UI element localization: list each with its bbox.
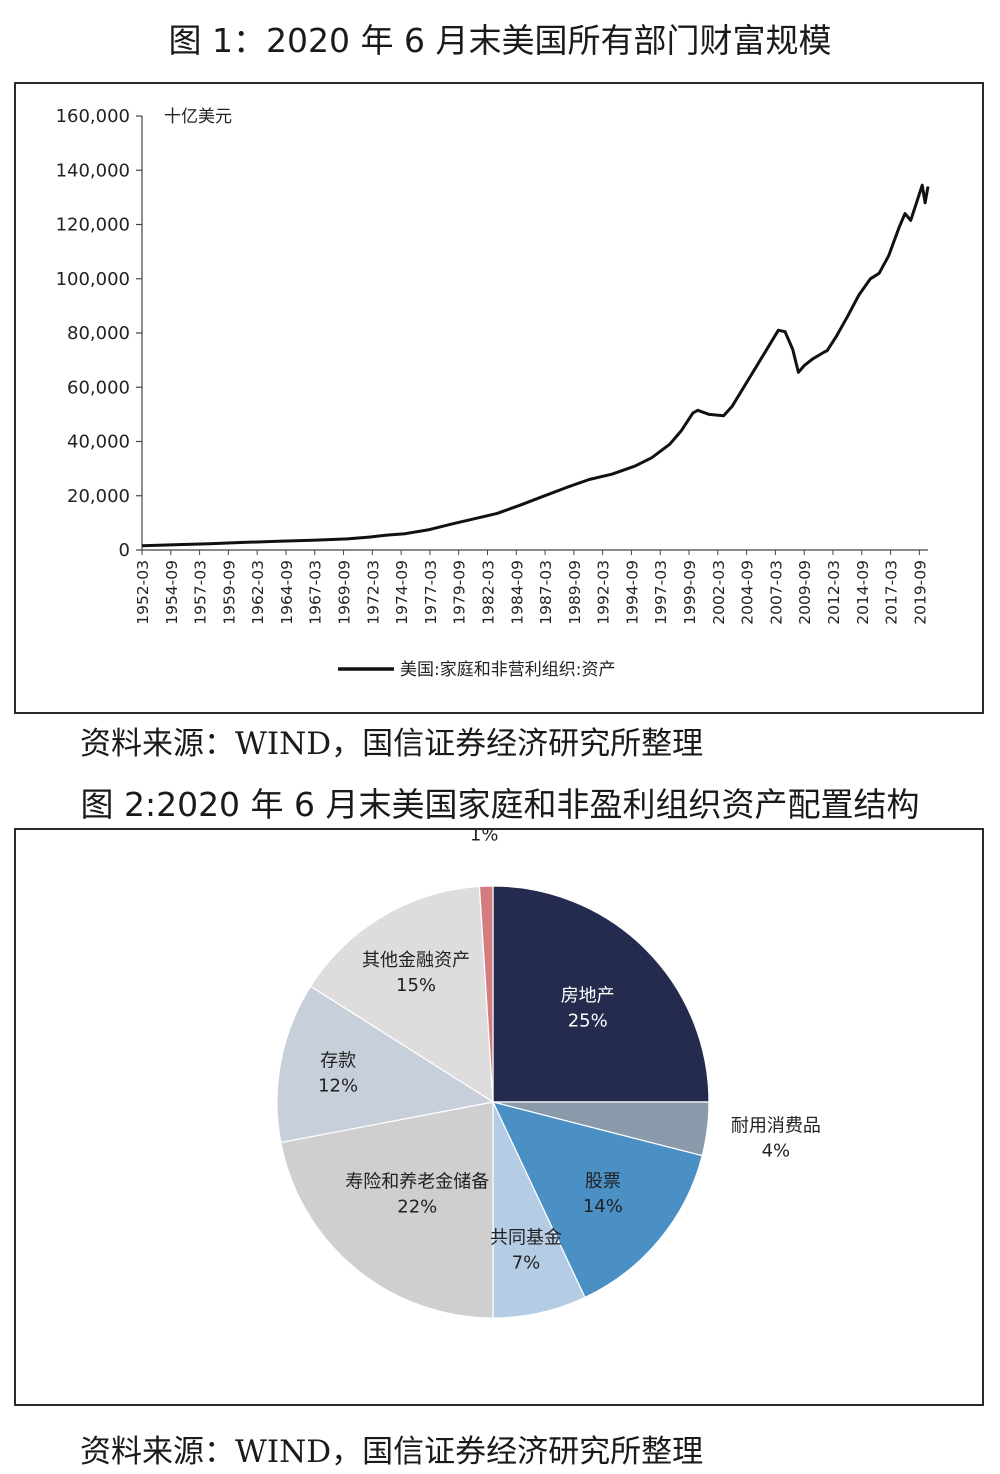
x-tick-label: 1957-03 [192,560,210,625]
y-tick-label: 80,000 [67,323,130,344]
line-chart: 0 20,000 40,000 60,000 80,000 100,000 120,000 1… [56,106,930,680]
y-axis-ticks: 0 20,000 40,000 60,000 80,000 100,000 120,000 1… [56,106,142,561]
x-tick-label: 1992-03 [595,560,613,625]
line-chart-panel: 0 20,000 40,000 60,000 80,000 100,000 120,000 1… [14,82,984,714]
pie-slice [478,885,494,1103]
slice-value: 22% [397,1197,437,1218]
slice-value: 12% [318,1075,358,1096]
slice-value: 1% [470,830,499,845]
slice-value: 4% [762,1141,791,1162]
x-tick-label: 2019-09 [911,560,929,625]
slice-label: 寿险和养老金储备 [345,1172,489,1193]
slice-value: 14% [583,1196,623,1217]
x-tick-label: 1967-03 [307,560,325,625]
pie-slice [492,885,710,1103]
x-tick-label: 1982-03 [479,560,497,625]
slice-label: 共同基金 [490,1228,562,1249]
figure1-title: 图 1：2020 年 6 月末美国所有部门财富规模 [168,21,832,60]
pie-slice [276,985,495,1144]
x-tick-label: 2002-03 [710,560,728,625]
x-tick-label: 1972-03 [364,560,382,625]
x-tick-label: 1974-09 [393,560,411,625]
x-axis-ticks: 1952-03 1954-09 1957-03 1959-09 1962-03 1964-… [134,550,929,625]
x-tick-label: 1952-03 [134,560,152,625]
slice-label: 股票 [585,1171,621,1192]
x-tick-label: 1999-09 [681,560,699,625]
x-tick-label: 2007-03 [767,560,785,625]
legend: 美国:家庭和非营利组织:资产 [338,660,615,680]
y-tick-label: 160,000 [56,106,130,127]
pie-chart: 房地产 25% 耐用消费品 4% 股票 14% 共同基金 7% 寿险和养老金储备 22% 存款 12%… [276,799,821,1319]
figure2-title: 图 2:2020 年 6 月末美国家庭和非盈利组织资产配置结构 [80,785,920,824]
x-tick-label: 1954-09 [163,560,181,625]
pie-slices [276,885,710,1319]
x-tick-label: 2014-09 [854,560,872,625]
legend-label: 美国:家庭和非营利组织:资产 [400,660,615,680]
x-tick-label: 1997-03 [652,560,670,625]
x-tick-label: 1977-03 [422,560,440,625]
x-tick-label: 1964-09 [278,560,296,625]
y-tick-label: 140,000 [56,160,130,181]
x-tick-label: 1994-09 [623,560,641,625]
y-tick-label: 120,000 [56,215,130,236]
slice-value: 7% [512,1253,541,1274]
series-line [141,183,930,548]
x-tick-label: 1962-03 [249,560,267,625]
figure2-source: 资料来源：WIND，国信证券经济研究所整理 [80,1434,704,1470]
pie-chart-panel: 房地产 25% 耐用消费品 4% 股票 14% 共同基金 7% 寿险和养老金储备 22% 存款 12%… [14,799,984,1406]
pie-slice [491,1101,703,1299]
slice-label: 房地产 [561,985,615,1006]
pie-slice [280,1101,494,1319]
y-tick-label: 20,000 [67,486,130,507]
slice-value: 15% [396,975,436,996]
slice-value: 25% [568,1010,608,1031]
y-tick-label: 40,000 [67,432,130,453]
slice-label: 其他金融资产 [362,950,470,971]
x-tick-label: 1959-09 [220,560,238,625]
pie-slice [309,885,494,1104]
x-tick-label: 2004-09 [739,560,757,625]
y-axis-label: 十亿美元 [164,107,232,127]
x-tick-label: 2017-03 [883,560,901,625]
x-tick-label: 1969-09 [336,560,354,625]
y-tick-label: 100,000 [56,269,130,290]
x-tick-label: 2012-03 [825,560,843,625]
y-tick-label: 0 [119,540,130,561]
slice-label: 耐用消费品 [731,1116,821,1137]
y-tick-label: 60,000 [67,377,130,398]
figure1-source: 资料来源：WIND，国信证券经济研究所整理 [80,726,704,762]
slice-label: 存款 [320,1050,356,1071]
x-tick-label: 1979-09 [451,560,469,625]
x-tick-label: 1989-09 [566,560,584,625]
x-tick-label: 2009-09 [796,560,814,625]
x-tick-label: 1984-09 [508,560,526,625]
x-tick-label: 1987-03 [537,560,555,625]
line-axes [141,116,928,551]
